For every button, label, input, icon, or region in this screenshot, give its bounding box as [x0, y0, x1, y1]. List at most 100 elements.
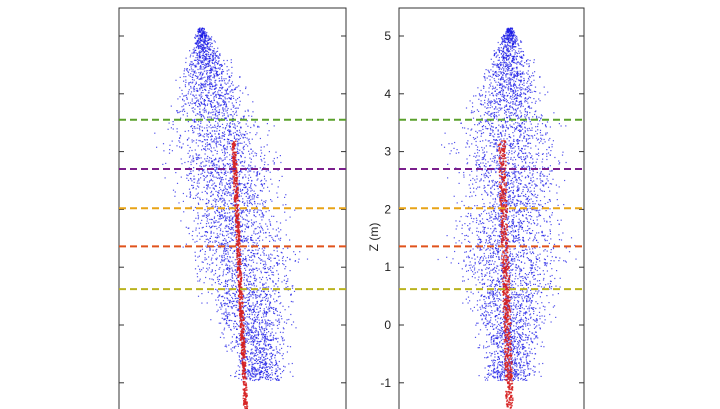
canopy-point [218, 126, 220, 128]
canopy-point [193, 47, 195, 49]
canopy-point [255, 175, 257, 177]
canopy-point [257, 316, 259, 319]
canopy-point [216, 137, 218, 139]
canopy-point [306, 258, 309, 260]
canopy-point [214, 58, 216, 60]
canopy-point [215, 288, 217, 290]
canopy-point [195, 259, 197, 261]
canopy-point [224, 248, 226, 250]
canopy-point [246, 357, 248, 360]
canopy-point [215, 143, 217, 145]
stem-point [241, 349, 244, 351]
canopy-point [285, 234, 287, 236]
canopy-point [246, 333, 248, 335]
canopy-point [240, 360, 242, 362]
canopy-point [261, 199, 263, 201]
canopy-point [200, 162, 202, 164]
canopy-point [209, 65, 211, 67]
canopy-point [225, 245, 227, 247]
canopy-point [266, 279, 268, 281]
canopy-point [201, 32, 203, 34]
canopy-point [194, 102, 196, 104]
canopy-point [187, 102, 189, 104]
canopy-point [211, 42, 213, 45]
stem-point [246, 389, 248, 391]
canopy-point [203, 117, 206, 119]
canopy-point [259, 358, 261, 360]
canopy-point [230, 130, 232, 132]
canopy-point [270, 235, 272, 237]
canopy-point [279, 349, 281, 351]
canopy-point [243, 295, 245, 297]
canopy-point [260, 347, 262, 349]
canopy-point [251, 189, 253, 191]
canopy-point [272, 324, 274, 326]
canopy-point [217, 137, 219, 139]
canopy-point [264, 358, 266, 360]
canopy-point [245, 339, 247, 341]
canopy-point [245, 195, 247, 198]
canopy-point [195, 81, 197, 83]
canopy-point [204, 67, 206, 69]
canopy-point [273, 311, 275, 313]
canopy-point [257, 341, 259, 343]
canopy-point [245, 240, 247, 242]
canopy-point [197, 145, 199, 147]
canopy-point [225, 308, 227, 310]
canopy-point [294, 260, 296, 262]
canopy-point [197, 212, 199, 214]
canopy-point [288, 306, 290, 308]
canopy-point [254, 334, 256, 336]
canopy-point [261, 185, 263, 187]
stem-point [238, 283, 240, 286]
canopy-point [262, 359, 265, 361]
canopy-point [249, 275, 251, 277]
canopy-point [235, 339, 237, 342]
canopy-point [262, 371, 264, 373]
canopy-point [209, 143, 211, 145]
canopy-point [220, 181, 222, 183]
canopy-point [264, 299, 266, 301]
canopy-point [223, 154, 225, 156]
canopy-point [197, 47, 199, 49]
canopy-point [228, 245, 230, 247]
canopy-point [198, 45, 200, 47]
canopy-point [243, 184, 245, 186]
canopy-point [260, 259, 262, 261]
canopy-point [260, 371, 262, 373]
canopy-point [188, 233, 190, 235]
canopy-point [182, 200, 184, 202]
canopy-point [225, 117, 227, 119]
canopy-point [219, 178, 221, 180]
canopy-point [222, 135, 224, 137]
canopy-point [254, 347, 256, 349]
canopy-point [203, 133, 206, 135]
canopy-point [210, 232, 212, 234]
canopy-point [274, 373, 276, 375]
stem-point [242, 319, 245, 322]
stem-point [240, 279, 242, 282]
canopy-point [203, 165, 205, 167]
canopy-point [210, 195, 212, 197]
canopy-point [206, 246, 208, 248]
stem-point [243, 340, 246, 342]
canopy-point [203, 136, 205, 138]
canopy-point [253, 222, 255, 224]
canopy-point [199, 111, 201, 113]
canopy-point [187, 130, 190, 132]
canopy-point [209, 83, 211, 85]
canopy-point [199, 68, 201, 70]
canopy-point [248, 370, 250, 372]
canopy-point [229, 249, 231, 251]
canopy-point [233, 347, 236, 349]
canopy-point [205, 149, 207, 152]
canopy-point [212, 163, 214, 165]
canopy-point [209, 64, 211, 66]
canopy-point [186, 69, 188, 71]
canopy-point [183, 100, 185, 102]
canopy-point [231, 276, 233, 278]
canopy-point [279, 239, 281, 241]
canopy-point [261, 184, 263, 186]
canopy-point [207, 148, 209, 150]
stem-point [237, 261, 239, 263]
